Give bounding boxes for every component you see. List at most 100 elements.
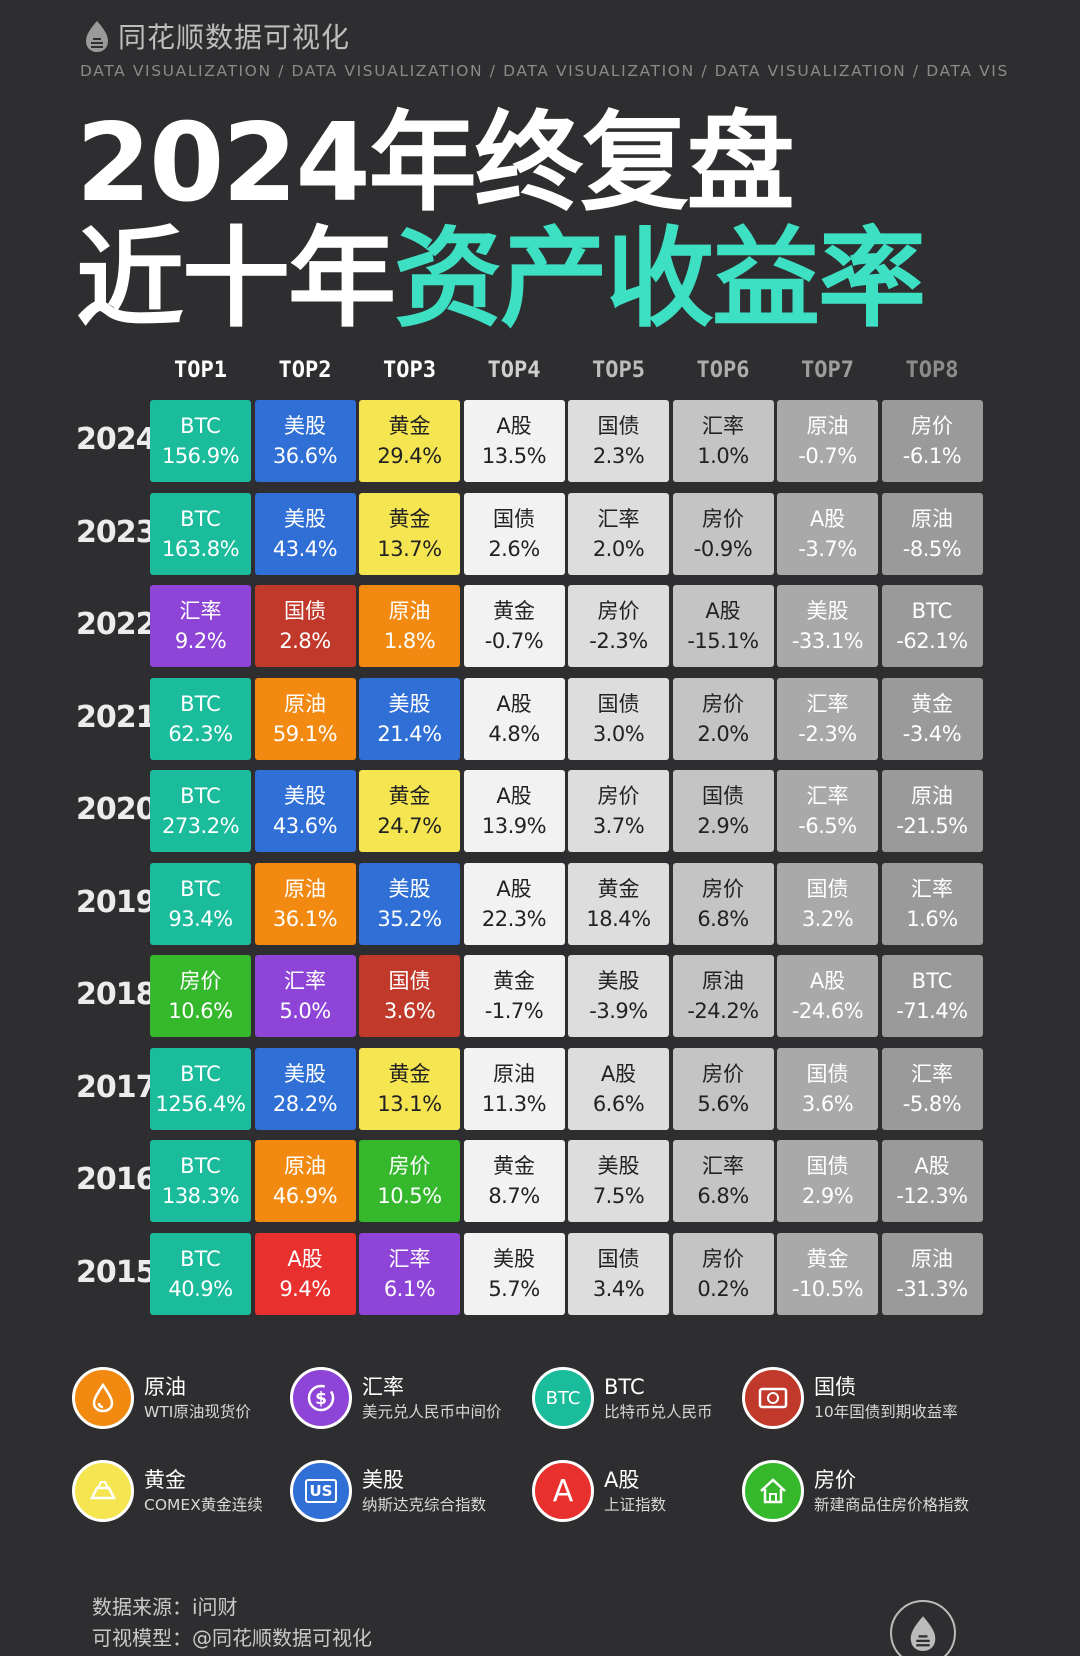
cell-asset: 国债 [388,969,431,993]
page-title: 2024年终复盘 近十年资产收益率 [76,106,926,338]
table-cell: 黄金 -1.7% [463,955,565,1037]
table-cell: 美股 -33.1% [777,585,878,667]
cell-value: 28.2% [272,1091,338,1116]
table-cell: 国债 2.3% [568,400,669,482]
cell-value: -24.2% [687,999,759,1023]
table-cell: 黄金 -0.7% [463,585,565,667]
legend-text: 房价 新建商品住房价格指数 [814,1466,969,1516]
cell-value: -12.3% [896,1184,968,1208]
year-label-2020: 2020 [76,792,157,827]
cell-value: -0.9% [693,536,753,561]
table-cell: 汇率 1.6% [881,862,983,945]
cell-asset: 国债 [597,691,640,716]
legend-desc: 10年国债到期收益率 [814,1403,958,1421]
cell-asset: BTC [180,506,221,531]
column-header-top6: TOP6 [696,358,750,383]
table-cell: 房价 0.2% [672,1232,774,1315]
cell-asset: A股 [496,414,532,438]
cell-asset: A股 [287,1246,323,1271]
table-cell: 国债 2.9% [672,770,774,852]
cell-asset: 原油 [911,1246,953,1271]
table-cell: 美股 -3.9% [568,955,669,1037]
table-cell: 房价 10.5% [359,1140,460,1222]
table-cell: BTC -62.1% [881,585,983,667]
cell-asset: 美股 [284,1061,326,1086]
table-cell: 汇率 1.0% [672,400,774,482]
cell-value: 13.9% [481,814,547,838]
cell-value: 2.8% [279,629,331,653]
table-cell: 美股 5.7% [463,1232,565,1315]
cell-asset: 黄金 [493,599,535,623]
legend-item: US 美股 纳斯达克综合指数 [290,1460,486,1522]
cell-asset: A股 [496,876,532,901]
table-cell: 国债 2.9% [777,1140,878,1222]
cell-value: 36.1% [272,906,338,931]
year-label-2016: 2016 [76,1162,157,1197]
table-cell: 原油 59.1% [254,677,356,760]
legend-item: A A股 上证指数 [532,1460,666,1522]
cell-asset: 黄金 [911,691,953,716]
cell-value: 43.6% [272,814,338,838]
table-cell: 原油 1.8% [359,585,460,667]
column-header-top5: TOP5 [592,358,645,383]
table-cell: 黄金 18.4% [568,862,669,945]
cell-asset: A股 [705,599,741,623]
table-cell: A股 -3.7% [777,492,878,575]
cell-asset: 汇率 [388,1246,431,1271]
cell-value: 2.3% [592,444,645,468]
table-cell: 汇率 5.0% [254,955,356,1037]
cell-asset: 原油 [911,506,953,531]
cell-value: 10.5% [377,1184,442,1208]
table-cell: 汇率 6.8% [672,1140,774,1222]
table-cell: BTC 273.2% [150,770,251,852]
cell-value: -0.7% [484,629,544,653]
cell-value: 5.7% [488,1276,540,1301]
cell-asset: 国债 [702,784,744,808]
cell-asset: 黄金 [493,969,535,993]
table-cell: 房价 -2.3% [568,585,669,667]
cell-asset: 原油 [702,969,744,993]
cell-asset: 原油 [388,599,431,623]
table-cell: 美股 21.4% [359,677,460,760]
cell-value: -10.5% [791,1276,864,1301]
bond-certificate-icon [742,1367,804,1429]
table-cell: BTC 40.9% [150,1232,251,1315]
table-cell: 汇率 -6.5% [777,770,878,852]
cell-asset: 原油 [493,1061,535,1086]
cell-value: -2.3% [798,721,857,746]
year-label-2017: 2017 [76,1069,157,1105]
cell-asset: 黄金 [388,1061,431,1086]
us-stock-icon-text: US [304,1479,338,1503]
cell-asset: 房价 [597,784,640,808]
table-cell: 汇率 6.1% [359,1232,460,1315]
cell-value: -31.3% [896,1276,968,1301]
a-share-icon-text: A [552,1473,574,1509]
table-cell: 房价 -6.1% [881,400,983,482]
cell-asset: 汇率 [806,691,849,716]
cell-value: 273.2% [161,814,240,838]
table-cell: 房价 6.8% [672,862,774,945]
table-cell: 房价 2.0% [672,677,774,760]
cell-asset: 黄金 [388,506,431,531]
cell-value: 3.7% [592,814,645,838]
cell-value: 36.6% [272,444,338,468]
cell-value: 7.5% [592,1184,645,1208]
cell-asset: 美股 [388,876,431,901]
cell-asset: A股 [496,691,532,716]
cell-value: 9.4% [279,1276,331,1301]
table-cell: BTC 1256.4% [150,1047,251,1130]
cell-asset: 房价 [702,876,744,901]
table-cell: BTC 93.4% [150,862,251,945]
cell-value: 2.6% [488,536,540,561]
title-line2: 近十年资产收益率 [76,222,926,338]
cell-value: 29.4% [377,444,442,468]
gold-bar-icon [72,1460,134,1522]
table-cell: 原油 36.1% [254,862,356,945]
cell-asset: 房价 [597,599,640,623]
table-cell: 原油 -0.7% [777,400,878,482]
cell-value: 62.3% [168,721,233,746]
table-cell: 房价 -0.9% [672,492,774,575]
table-cell: 国债 2.8% [254,585,356,667]
table-cell: BTC 138.3% [150,1140,251,1222]
cell-asset: 汇率 [911,876,953,901]
